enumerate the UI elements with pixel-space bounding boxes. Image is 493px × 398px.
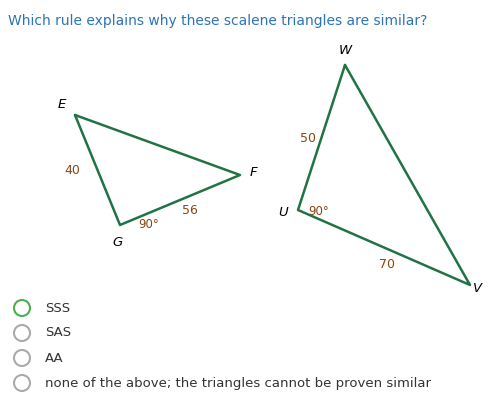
Text: F: F [249,166,257,179]
Text: U: U [278,207,288,220]
Text: AA: AA [45,351,64,365]
Text: 50: 50 [300,131,316,144]
Text: 90°: 90° [138,218,159,231]
Text: SSS: SSS [45,302,70,314]
Text: 40: 40 [64,164,80,176]
Text: G: G [113,236,123,248]
Text: E: E [58,98,66,111]
Text: 70: 70 [379,258,395,271]
Text: Which rule explains why these scalene triangles are similar?: Which rule explains why these scalene tr… [8,14,427,28]
Text: SAS: SAS [45,326,71,339]
Text: 56: 56 [182,203,198,217]
Text: W: W [338,43,352,57]
Text: 90°: 90° [308,205,329,218]
Text: none of the above; the triangles cannot be proven similar: none of the above; the triangles cannot … [45,377,431,390]
Text: V: V [473,281,483,295]
